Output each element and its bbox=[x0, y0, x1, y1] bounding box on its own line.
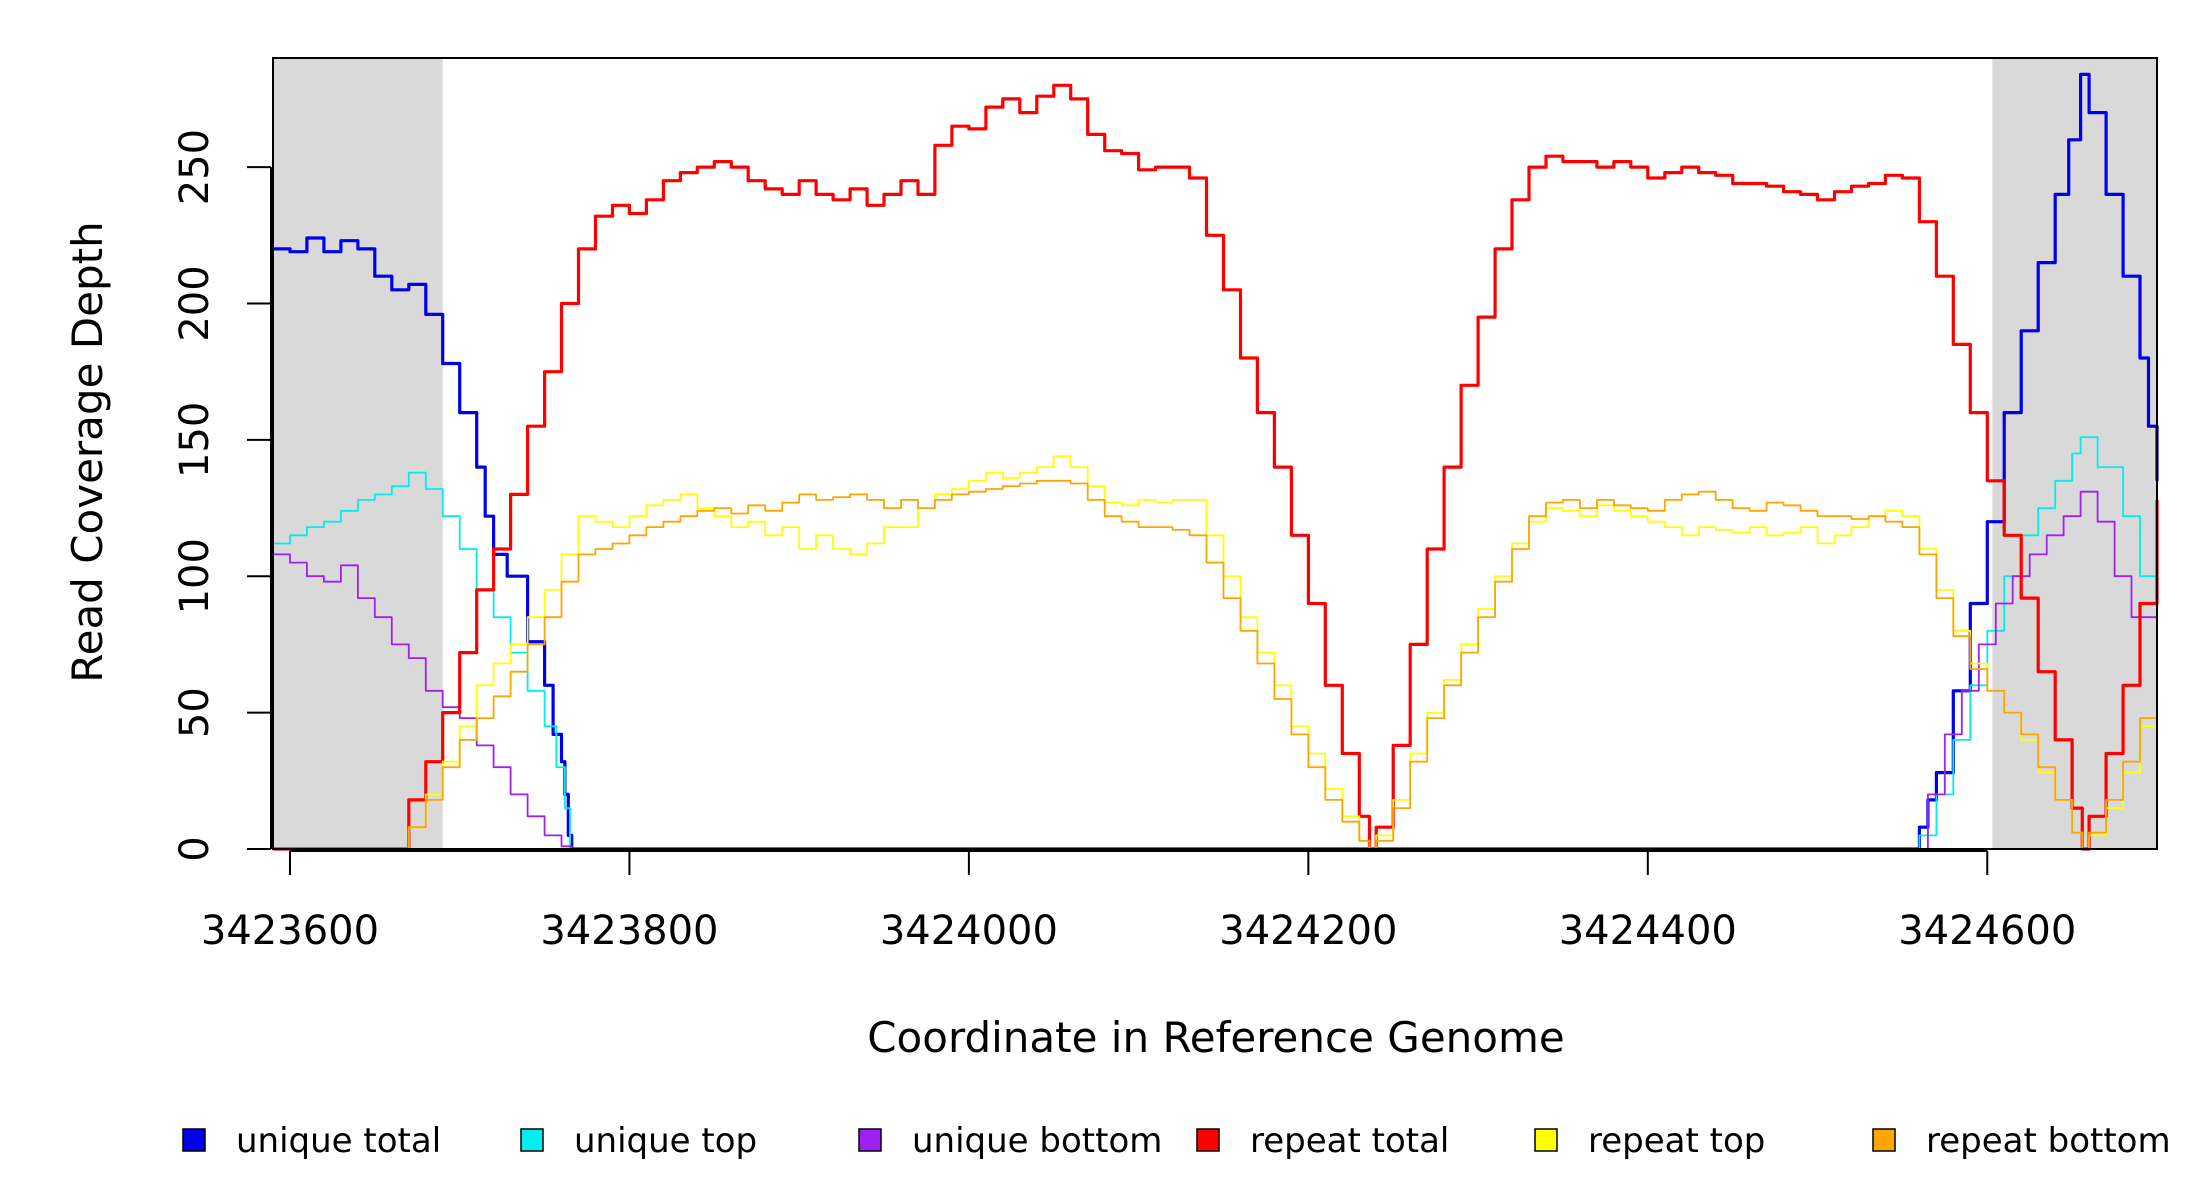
series-line-unique-top bbox=[273, 436, 2158, 850]
x-axis-title: Coordinate in Reference Genome bbox=[867, 1013, 1565, 1062]
x-axis: 3423600 3423800 3424000 3424200 3424400 34246… bbox=[201, 850, 2076, 954]
y-axis: 0 50 100 150 200 250 bbox=[172, 129, 272, 862]
y-tick-label: 250 bbox=[172, 129, 218, 205]
legend-swatch bbox=[182, 1128, 206, 1152]
legend-label: repeat top bbox=[1588, 1121, 1765, 1161]
x-tick-label: 3423600 bbox=[201, 908, 379, 954]
y-tick-label: 150 bbox=[172, 402, 218, 478]
legend-item: repeat total bbox=[1196, 1121, 1449, 1161]
x-tick-label: 3424200 bbox=[1219, 908, 1397, 954]
series-line-unique-total bbox=[273, 72, 2159, 851]
legend-item: unique top bbox=[520, 1121, 757, 1161]
legend-swatch bbox=[1534, 1128, 1558, 1152]
x-tick-label: 3424600 bbox=[1898, 908, 2076, 954]
legend-label: unique total bbox=[236, 1121, 441, 1161]
legend-swatch bbox=[520, 1128, 544, 1152]
legend-label: repeat bottom bbox=[1926, 1121, 2171, 1161]
series-line-repeat-total bbox=[273, 83, 2159, 851]
x-tick-label: 3424400 bbox=[1559, 908, 1737, 954]
series-line-repeat-bottom bbox=[273, 479, 2158, 850]
legend-label: unique bottom bbox=[912, 1121, 1162, 1161]
legend-item: repeat bottom bbox=[1872, 1121, 2171, 1161]
shaded-region-1 bbox=[273, 58, 443, 849]
legend-label: repeat total bbox=[1250, 1121, 1449, 1161]
legend: unique total unique top unique bottom repea… bbox=[182, 1121, 2171, 1161]
y-axis-title: Read Coverage Depth bbox=[63, 221, 112, 682]
x-tick-label: 3423800 bbox=[540, 908, 718, 954]
legend-item: unique total bbox=[182, 1121, 441, 1161]
series-lines bbox=[273, 72, 2159, 851]
legend-swatch bbox=[1196, 1128, 1220, 1152]
legend-swatch bbox=[858, 1128, 882, 1152]
legend-item: unique bottom bbox=[858, 1121, 1162, 1161]
y-tick-label: 50 bbox=[172, 687, 218, 738]
x-tick-label: 3424000 bbox=[880, 908, 1058, 954]
legend-item: repeat top bbox=[1534, 1121, 1765, 1161]
y-tick-label: 0 bbox=[172, 836, 218, 861]
legend-swatch bbox=[1872, 1128, 1896, 1152]
legend-label: unique top bbox=[574, 1121, 757, 1161]
y-tick-label: 100 bbox=[172, 538, 218, 614]
plot-frame bbox=[272, 57, 2158, 850]
y-tick-label: 200 bbox=[172, 265, 218, 341]
series-line-repeat-top bbox=[273, 455, 2158, 850]
series-line-unique-bottom bbox=[273, 490, 2158, 850]
